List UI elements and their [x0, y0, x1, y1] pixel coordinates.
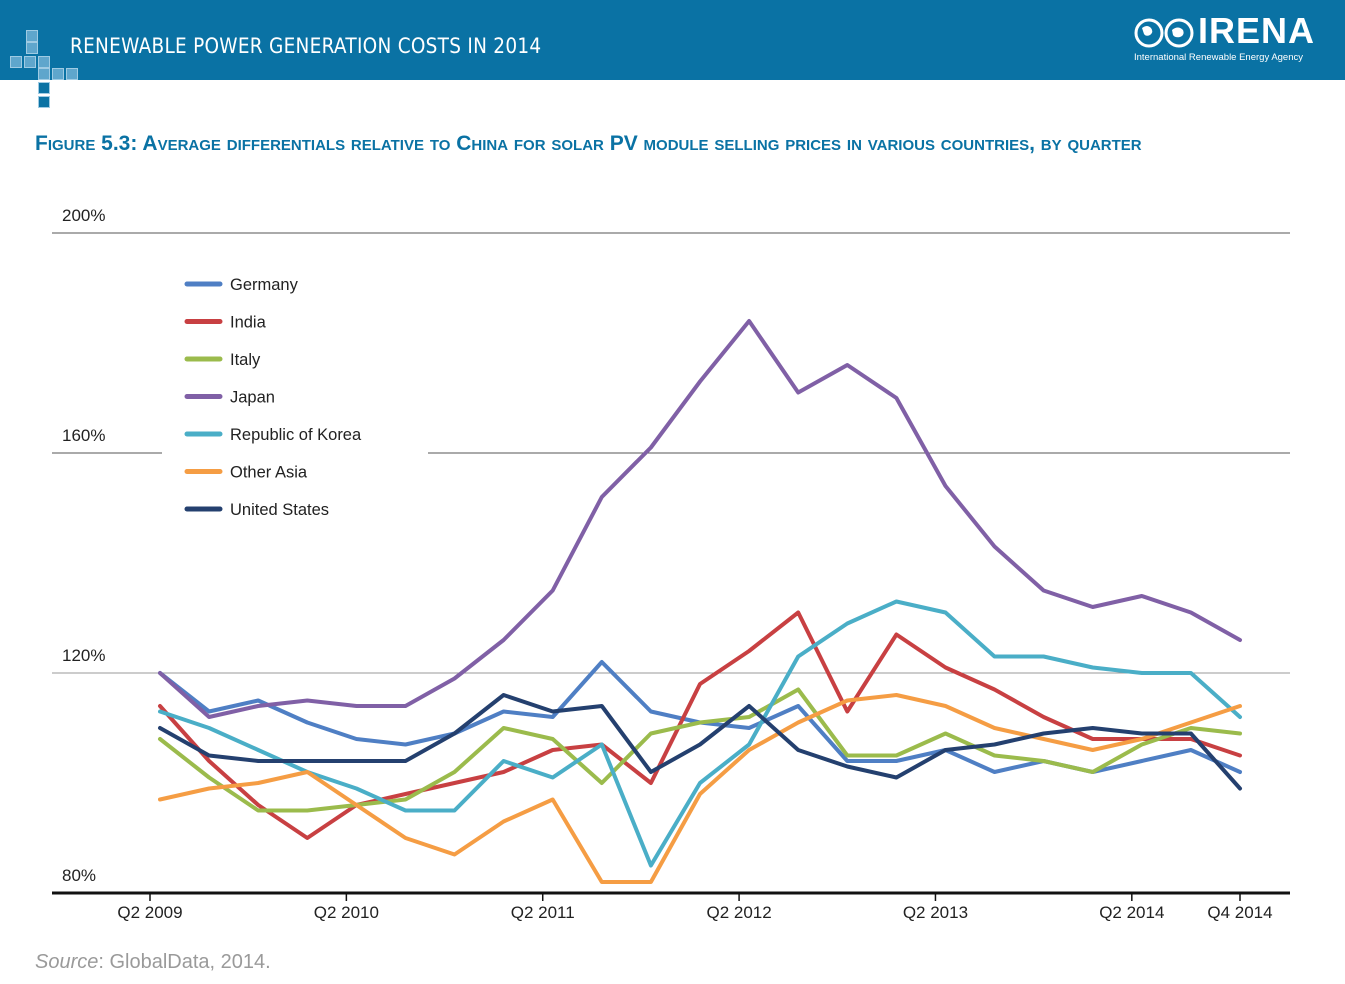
- legend-label: Republic of Korea: [230, 426, 362, 444]
- source-note: Source: GlobalData, 2014.: [35, 951, 271, 974]
- series-line: [158, 599, 1242, 868]
- legend-label: Italy: [230, 351, 261, 369]
- series-line: [158, 693, 1242, 791]
- x-tick-label: Q2 2012: [706, 903, 771, 922]
- x-tick-label: Q2 2014: [1099, 903, 1164, 922]
- y-tick-label: 200%: [62, 206, 105, 225]
- x-tick-label: Q2 2011: [511, 903, 575, 922]
- legend-label: United States: [230, 501, 329, 519]
- legend-label: Other Asia: [230, 464, 308, 482]
- x-tick-label: Q2 2010: [314, 903, 379, 922]
- logo-wordmark: IRENA: [1198, 10, 1316, 51]
- legend-label: Germany: [230, 276, 299, 294]
- series-line: [158, 610, 1242, 840]
- series-line: [158, 319, 1242, 719]
- line-chart: 80% 120% 160% 200% Q2 2009 Q2 2010 Q2 2011 Q2 2…: [52, 206, 1290, 922]
- y-tick-label: 120%: [62, 646, 105, 665]
- x-tick-label: Q2 2013: [903, 903, 968, 922]
- x-tick-label: Q2 2009: [117, 903, 182, 922]
- source-label: Source: [35, 951, 99, 973]
- logo-subtitle: International Renewable Energy Agency: [1134, 52, 1304, 63]
- y-tick-label: 160%: [62, 426, 105, 445]
- legend-label: Japan: [230, 389, 275, 407]
- irena-logo-icon: [1134, 18, 1194, 48]
- legend-label: India: [230, 314, 267, 332]
- figure-title: Figure 5.3: Average differentials relati…: [35, 132, 1142, 155]
- x-tick-label: Q4 2014: [1207, 903, 1272, 922]
- source-text: : GlobalData, 2014.: [98, 951, 271, 973]
- series-line: [158, 687, 1242, 813]
- y-tick-label: 80%: [62, 866, 96, 885]
- series-line: [158, 693, 1242, 884]
- series-line: [158, 660, 1242, 774]
- report-title: RENEWABLE POWER GENERATION COSTS IN 2014: [70, 34, 542, 58]
- header-banner: RENEWABLE POWER GENERATION COSTS IN 2014…: [0, 0, 1345, 108]
